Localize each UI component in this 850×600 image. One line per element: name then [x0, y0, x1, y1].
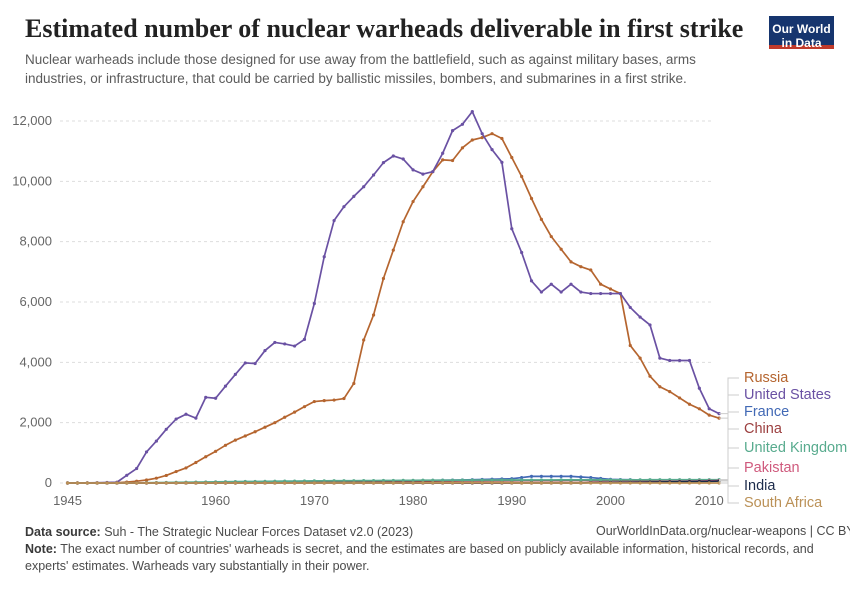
svg-text:1980: 1980	[399, 493, 428, 508]
svg-text:10,000: 10,000	[12, 173, 52, 188]
svg-text:2000: 2000	[596, 493, 625, 508]
svg-text:1945: 1945	[53, 493, 82, 508]
svg-text:China: China	[744, 421, 783, 437]
svg-text:2,000: 2,000	[19, 415, 52, 430]
svg-text:6,000: 6,000	[19, 294, 52, 309]
svg-text:South Africa: South Africa	[744, 495, 823, 511]
svg-text:Pakistan: Pakistan	[744, 460, 800, 476]
svg-text:8,000: 8,000	[19, 234, 52, 249]
svg-text:France: France	[744, 404, 789, 420]
svg-text:India: India	[744, 478, 776, 494]
svg-text:Russia: Russia	[744, 370, 789, 386]
svg-text:United Kingdom: United Kingdom	[744, 440, 847, 456]
svg-text:United States: United States	[744, 387, 831, 403]
svg-text:1990: 1990	[497, 493, 526, 508]
svg-text:12,000: 12,000	[12, 113, 52, 128]
svg-text:0: 0	[45, 475, 52, 490]
svg-text:4,000: 4,000	[19, 354, 52, 369]
svg-text:2010: 2010	[695, 493, 724, 508]
svg-text:1970: 1970	[300, 493, 329, 508]
svg-text:1960: 1960	[201, 493, 230, 508]
